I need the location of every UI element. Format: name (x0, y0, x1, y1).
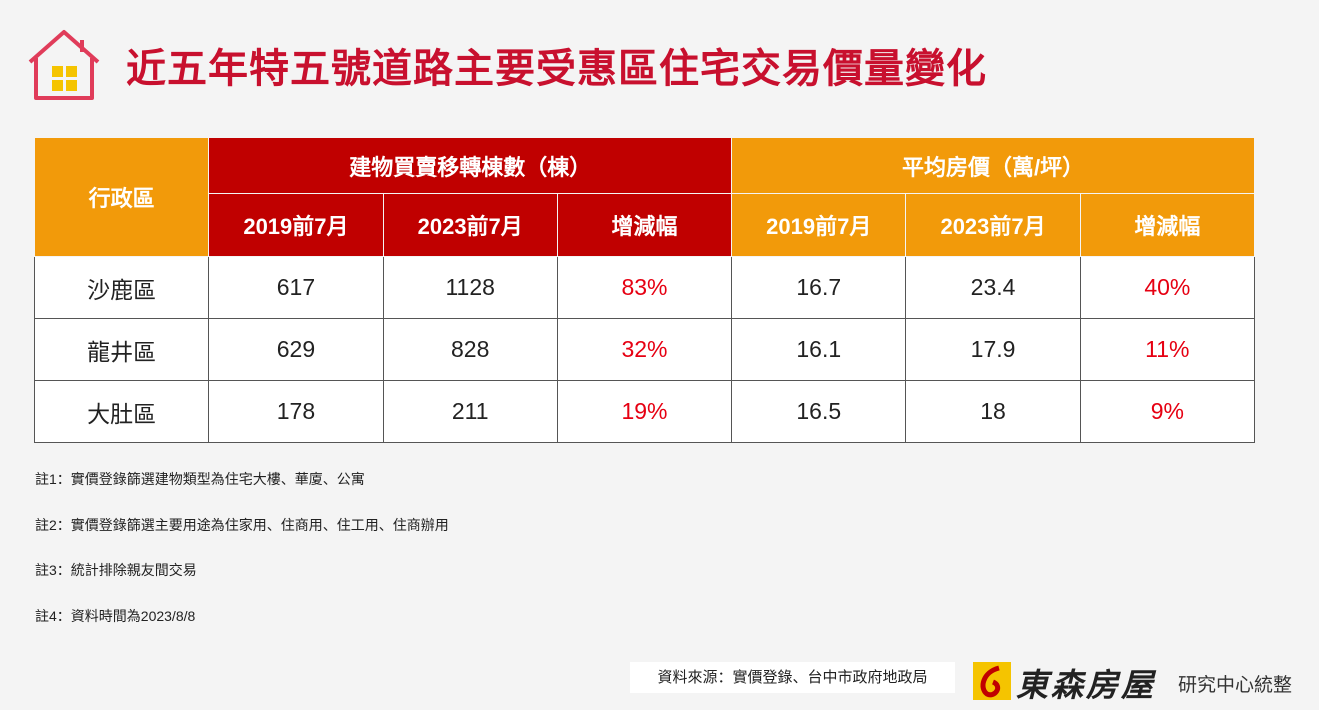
group-header: 平均房價（萬/坪） (731, 137, 1255, 194)
value-cell: 617 (208, 256, 384, 319)
value-cell: 9% (1079, 380, 1256, 443)
value-cell: 1128 (382, 256, 558, 319)
value-cell: 629 (208, 318, 384, 381)
title: 近五年特五號道路主要受惠區住宅交易價量變化 (126, 47, 987, 91)
district-cell: 大肚區 (33, 380, 210, 443)
sub-header: 2019前7月 (731, 193, 907, 257)
table-row: 沙鹿區 617 1128 83% 16.7 23.4 40% (33, 256, 1256, 319)
note: 註2：實價登錄篩選主要用途為住家用、住商用、住工用、住商辦用 (35, 516, 449, 533)
value-cell: 40% (1079, 256, 1256, 319)
district-cell: 龍井區 (33, 318, 210, 381)
value-cell: 17.9 (905, 318, 1081, 381)
brand-unit: 研究中心統整 (1178, 675, 1293, 696)
table-row: 龍井區 629 828 32% 16.1 17.9 11% (33, 318, 1256, 381)
value-cell: 32% (556, 318, 733, 381)
table-row: 大肚區 178 211 19% 16.5 18 9% (33, 380, 1256, 443)
value-cell: 16.7 (731, 256, 907, 319)
corner-header: 行政區 (33, 137, 210, 257)
sub-header: 增減幅 (556, 193, 733, 257)
value-cell: 178 (208, 380, 384, 443)
district-cell: 沙鹿區 (33, 256, 210, 319)
value-cell: 23.4 (905, 256, 1081, 319)
sub-header: 2019前7月 (208, 193, 384, 257)
house-icon (28, 30, 100, 100)
value-cell: 11% (1079, 318, 1256, 381)
sub-header: 增減幅 (1079, 193, 1256, 257)
value-cell: 18 (905, 380, 1081, 443)
brand: 東森房屋 (1016, 667, 1157, 703)
data-table: 行政區 建物買賣移轉棟數（棟） 平均房價（萬/坪） 2019前7月 2023前7月… (33, 137, 1256, 443)
note: 註3：統計排除親友間交易 (35, 562, 197, 578)
source: 資料來源：實價登錄、台中市政府地政局 (630, 662, 955, 693)
value-cell: 211 (382, 380, 558, 443)
note: 註1：實價登錄篩選建物類型為住宅大樓、華廈、公寓 (35, 471, 365, 487)
value-cell: 19% (556, 380, 733, 443)
sub-header: 2023前7月 (382, 193, 558, 257)
group-header: 建物買賣移轉棟數（棟） (208, 137, 733, 194)
value-cell: 828 (382, 318, 558, 381)
value-cell: 83% (556, 256, 733, 319)
value-cell: 16.5 (731, 380, 907, 443)
note: 註4：資料時間為2023/8/8 (35, 607, 196, 624)
sub-header: 2023前7月 (905, 193, 1081, 257)
logo-icon (973, 662, 1011, 700)
value-cell: 16.1 (731, 318, 907, 381)
